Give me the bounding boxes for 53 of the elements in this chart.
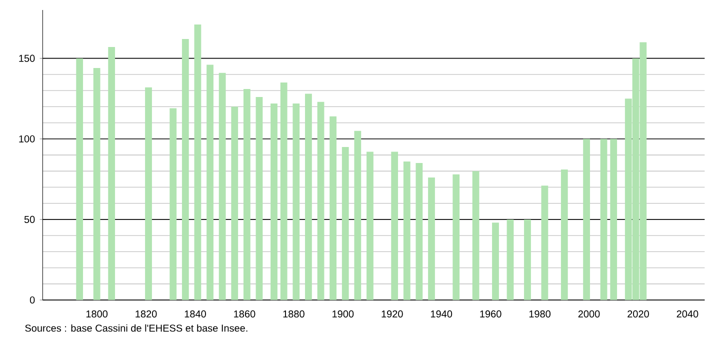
bar xyxy=(170,108,177,300)
bar xyxy=(256,97,263,300)
bar xyxy=(243,88,250,300)
bar xyxy=(145,87,152,300)
source-note: Sources : base Cassini de l'EHESS et base Insee. xyxy=(25,324,248,332)
y-tick-label: 0 xyxy=(30,296,35,304)
bar xyxy=(354,130,362,300)
bar xyxy=(560,170,568,300)
bar xyxy=(600,138,608,300)
y-tick-label: 100 xyxy=(19,135,35,142)
x-tick-label: 1800 xyxy=(86,310,108,318)
bar xyxy=(492,222,499,300)
x-tick-label: 1960 xyxy=(480,310,502,318)
bar xyxy=(194,24,202,300)
bar xyxy=(330,116,337,300)
bar xyxy=(452,174,460,300)
y-tick-label: 150 xyxy=(19,54,35,62)
x-tick-label: 2000 xyxy=(578,310,600,318)
x-tick-label: 1900 xyxy=(332,310,354,318)
bar xyxy=(93,68,100,300)
bar xyxy=(270,103,278,300)
x-tick-label: 2040 xyxy=(676,310,698,318)
x-tick-label: 1980 xyxy=(529,310,551,318)
x-tick-label: 1820 xyxy=(136,310,157,318)
bar xyxy=(182,39,189,300)
bar xyxy=(524,219,531,300)
x-tick-label: 1860 xyxy=(234,310,256,318)
bar xyxy=(342,146,349,300)
bar xyxy=(280,82,288,300)
y-tick-label: 50 xyxy=(24,216,35,223)
bar xyxy=(218,72,226,300)
bar xyxy=(231,106,238,300)
bar xyxy=(428,178,435,300)
bar xyxy=(472,171,480,300)
bar xyxy=(610,138,618,300)
bar xyxy=(292,103,300,300)
bar xyxy=(583,138,590,300)
bar xyxy=(76,58,84,300)
bar xyxy=(403,161,410,300)
x-tick-label: 1840 xyxy=(184,310,206,318)
x-tick-label: 1920 xyxy=(382,310,403,318)
bar xyxy=(541,186,548,300)
x-tick-label: 1940 xyxy=(430,310,452,318)
bar xyxy=(366,152,374,300)
x-tick-label: 1880 xyxy=(283,310,304,318)
bar xyxy=(206,64,214,300)
bar xyxy=(506,219,514,300)
x-tick-label: 2020 xyxy=(628,310,649,318)
bar xyxy=(317,102,324,300)
bar xyxy=(416,163,423,300)
bar xyxy=(391,152,398,300)
bar xyxy=(108,47,116,300)
bar xyxy=(305,94,312,300)
